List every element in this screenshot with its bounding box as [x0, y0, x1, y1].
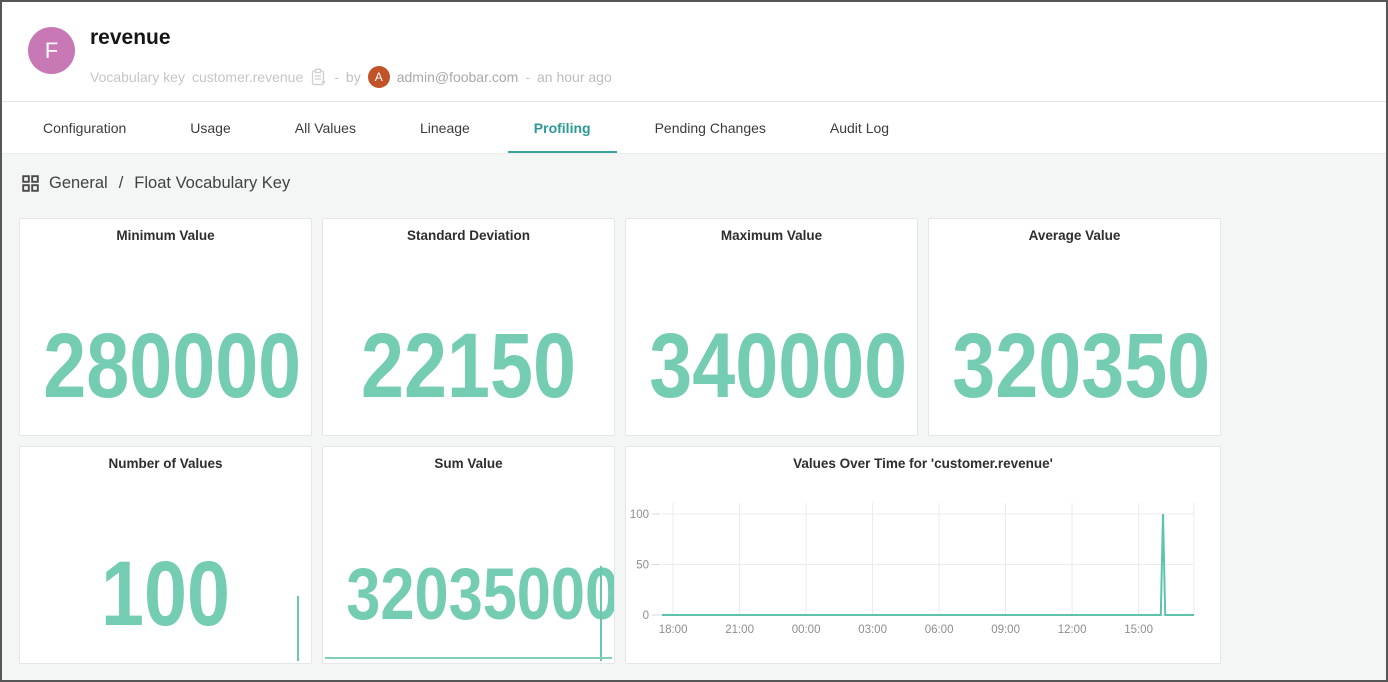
svg-text:09:00: 09:00: [991, 624, 1020, 636]
svg-text:100: 100: [630, 509, 649, 521]
chart-title: Values Over Time for 'customer.revenue': [793, 456, 1053, 471]
svg-text:18:00: 18:00: [659, 624, 688, 636]
svg-text:21:00: 21:00: [725, 624, 754, 636]
card-title: Maximum Value: [720, 228, 823, 243]
sparkline-spike: [297, 596, 300, 661]
stat-value: 340000: [649, 315, 908, 417]
values-over-time-chart: 0 50 100 18:00 21:00 00:00 03:00 06:00 09:00 12:0…: [630, 503, 1195, 636]
entity-type-label: Vocabulary key: [90, 69, 185, 85]
card-number-of-values: Number of Values 100: [19, 446, 312, 664]
clipboard-copy-icon[interactable]: [310, 68, 327, 87]
card-sum-value: Sum Value 32035000: [322, 446, 615, 664]
card-values-over-time: Values Over Time for 'customer.revenue' …: [625, 446, 1221, 664]
entity-subtitle: Vocabulary key customer.revenue - by A a…: [90, 65, 612, 89]
by-label: by: [345, 69, 361, 85]
card-title: Minimum Value: [116, 228, 215, 243]
page-title: revenue: [90, 26, 171, 49]
grid-view-icon: [22, 175, 39, 192]
card-minimum-value: Minimum Value 280000: [19, 218, 312, 436]
card-title: Standard Deviation: [406, 228, 531, 243]
stat-value: 32035000: [346, 554, 615, 635]
card-title: Sum Value: [434, 456, 503, 471]
stat-value: 100: [101, 543, 230, 645]
svg-text:12:00: 12:00: [1058, 624, 1087, 636]
subtitle-separator: -: [334, 69, 339, 85]
author-email[interactable]: admin@foobar.com: [396, 69, 519, 85]
last-updated: an hour ago: [537, 69, 612, 85]
stat-value: 320350: [952, 315, 1211, 417]
tab-audit-log[interactable]: Audit Log: [829, 119, 890, 136]
tab-lineage[interactable]: Lineage: [419, 119, 470, 136]
tab-profiling[interactable]: Profiling: [507, 102, 617, 153]
profiling-cards-grid: Minimum Value 280000 Standard Deviation …: [19, 218, 1221, 664]
svg-text:50: 50: [636, 560, 649, 572]
subtitle-separator: -: [525, 69, 530, 85]
breadcrumb-section[interactable]: General: [49, 174, 108, 192]
entity-header: F revenue Vocabulary key customer.revenu…: [2, 2, 1386, 102]
card-maximum-value: Maximum Value 340000: [625, 218, 918, 436]
sparkline-spike: [599, 566, 602, 661]
card-title: Average Value: [1028, 228, 1121, 243]
stat-value: 22150: [361, 315, 576, 417]
svg-text:03:00: 03:00: [858, 624, 887, 636]
tab-bar: Configuration Usage All Values Lineage P…: [2, 102, 1386, 154]
tab-usage[interactable]: Usage: [190, 119, 231, 136]
breadcrumb: General / Float Vocabulary Key: [22, 174, 290, 193]
vocabulary-key-value: customer.revenue: [191, 69, 304, 85]
entity-avatar: F: [28, 27, 75, 74]
card-standard-deviation: Standard Deviation 22150: [322, 218, 615, 436]
card-average-value: Average Value 320350: [928, 218, 1221, 436]
svg-text:15:00: 15:00: [1124, 624, 1153, 636]
svg-text:0: 0: [643, 610, 649, 622]
svg-text:00:00: 00:00: [792, 624, 821, 636]
tab-configuration[interactable]: Configuration: [43, 119, 127, 136]
tab-all-values[interactable]: All Values: [294, 119, 356, 136]
breadcrumb-divider: /: [118, 174, 124, 192]
author-avatar: A: [367, 66, 390, 88]
stat-value: 280000: [43, 315, 302, 417]
card-title: Number of Values: [108, 456, 223, 471]
svg-text:06:00: 06:00: [925, 624, 954, 636]
breadcrumb-page: Float Vocabulary Key: [134, 174, 291, 192]
sparkline-baseline: [325, 657, 612, 659]
tab-pending-changes[interactable]: Pending Changes: [654, 119, 766, 136]
